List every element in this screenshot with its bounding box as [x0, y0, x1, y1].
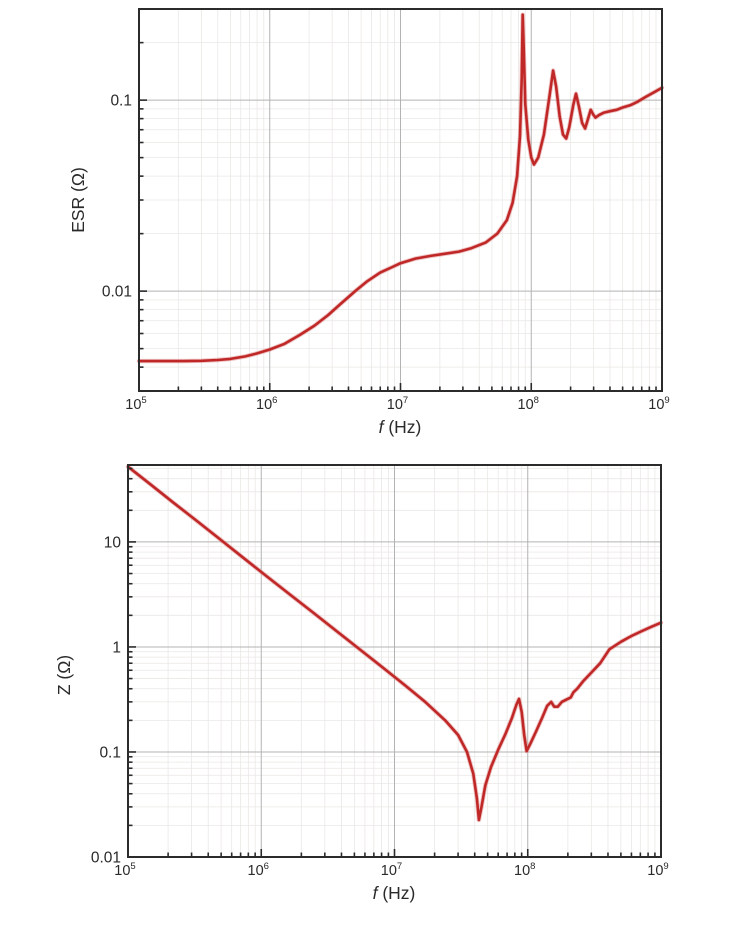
x-tick-label: 106	[248, 861, 269, 879]
y-tick-label: 0.01	[91, 850, 121, 867]
x-tick-label: 106	[256, 395, 277, 413]
y-tick-label: 10	[104, 534, 122, 551]
minor-gridlines	[128, 465, 661, 857]
impedance-frequency-chart: 10 1 0.1 0.01 105 106 107 108 109 f (Hz) Z (Ω)	[0, 460, 754, 930]
x-tick-label: 107	[381, 861, 402, 879]
x-tick-label: 108	[518, 395, 539, 413]
x-tick-label: 109	[647, 861, 668, 879]
y-axis-title: Z (Ω)	[54, 655, 74, 695]
esr-frequency-chart: 0.1 0.01 105 106 107 108 109 f (Hz) ESR (Ω)	[0, 0, 754, 460]
x-tick-label: 109	[648, 395, 669, 413]
x-tick-label: 108	[514, 861, 535, 879]
plot-frame	[127, 464, 662, 858]
major-gridlines	[128, 465, 661, 857]
esr-curve	[137, 13, 664, 363]
x-axis-title: f (Hz)	[379, 417, 422, 437]
y-tick-label: 0.1	[99, 744, 121, 761]
y-tick-label: 0.1	[110, 93, 132, 110]
minor-gridlines	[139, 9, 662, 391]
x-axis-title: f (Hz)	[373, 883, 416, 903]
z-curve	[126, 465, 663, 822]
x-tick-label: 105	[114, 861, 135, 879]
plot-frame	[138, 8, 663, 392]
x-tick-label: 107	[387, 395, 408, 413]
x-tick-label: 105	[125, 395, 146, 413]
y-tick-label: 1	[112, 639, 121, 656]
y-axis-title: ESR (Ω)	[68, 167, 88, 233]
esr-chart-svg: 0.1 0.01 105 106 107 108 109 f (Hz) ESR (Ω)	[68, 8, 670, 437]
y-tick-label: 0.01	[102, 284, 132, 301]
